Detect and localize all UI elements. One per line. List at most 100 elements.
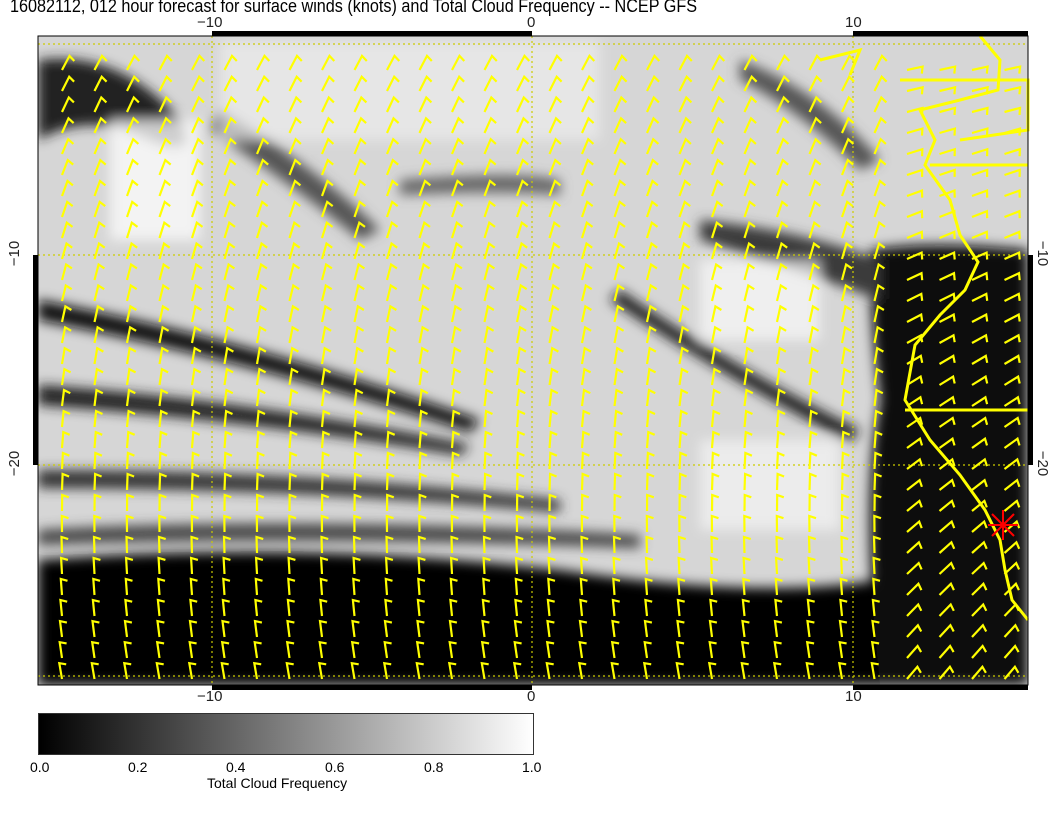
- wind-barb: [938, 540, 956, 554]
- wind-barb: [220, 640, 230, 659]
- wind-barb: [710, 325, 722, 344]
- wind-barb: [256, 74, 270, 92]
- wind-barb: [450, 430, 461, 449]
- wind-barb: [320, 158, 334, 176]
- wind-barb: [353, 74, 368, 92]
- wind-barb: [515, 262, 528, 281]
- wind-barb: [287, 556, 296, 575]
- wind-barb: [158, 325, 170, 344]
- wind-barb: [515, 472, 525, 491]
- wind-barb: [645, 220, 659, 239]
- wind-barb: [678, 241, 691, 260]
- wind-barb: [840, 367, 852, 386]
- wind-barb: [906, 250, 924, 261]
- wind-barb: [320, 367, 332, 386]
- wind-barb: [871, 598, 880, 617]
- wind-barb: [516, 95, 530, 113]
- wind-barb: [741, 598, 750, 617]
- red-star-marker: [988, 510, 1018, 540]
- wind-barb: [580, 262, 593, 281]
- wind-barb: [1003, 354, 1021, 365]
- wind-barb: [418, 137, 432, 155]
- wind-barb: [676, 619, 685, 638]
- wind-barb: [612, 556, 621, 575]
- wind-barb: [385, 514, 394, 533]
- wind-barb: [318, 640, 327, 659]
- wind-barb: [158, 304, 170, 323]
- wind-barb: [775, 367, 787, 386]
- wind-barb: [938, 664, 955, 680]
- wind-barb: [678, 430, 688, 449]
- wind-barb: [710, 388, 721, 407]
- wind-barb: [385, 367, 397, 386]
- wind-barb: [774, 598, 783, 617]
- wind-barb: [678, 200, 691, 218]
- wind-barb: [840, 346, 852, 365]
- wind-barb: [678, 116, 692, 134]
- wind-barb: [353, 262, 366, 281]
- wind-barb: [158, 451, 168, 470]
- wind-barb: [646, 95, 660, 113]
- wind-barb: [60, 200, 74, 218]
- wind-barb: [255, 200, 269, 218]
- wind-barb: [255, 179, 269, 197]
- wind-barb: [939, 250, 956, 261]
- wind-barb: [385, 241, 398, 260]
- wind-barb: [611, 598, 620, 617]
- graticule: [38, 36, 1028, 685]
- wind-barb: [417, 535, 427, 554]
- wind-barb: [645, 367, 657, 386]
- wind-barb: [711, 95, 725, 113]
- wind-barb: [515, 346, 527, 365]
- wind-barb: [1004, 168, 1021, 177]
- wind-barb: [385, 283, 398, 302]
- wind-barb: [156, 598, 165, 617]
- wind-barb: [512, 661, 522, 680]
- wind-barb: [1003, 644, 1020, 659]
- wind-barb: [288, 158, 302, 176]
- bottom-tick-label: −10: [197, 688, 223, 705]
- wind-barb: [808, 304, 820, 323]
- wind-barb: [710, 535, 719, 554]
- wind-barb: [125, 241, 138, 260]
- wind-barb: [840, 220, 854, 239]
- wind-barb: [939, 147, 956, 157]
- wind-barb: [126, 74, 140, 92]
- wind-barb: [1003, 312, 1021, 323]
- wind-barb: [613, 388, 624, 407]
- wind-barb: [906, 602, 923, 617]
- wind-barb: [448, 619, 458, 638]
- wind-barb: [93, 493, 102, 512]
- wind-barb: [873, 54, 888, 71]
- wind-barb: [1003, 457, 1021, 470]
- wind-barb: [288, 388, 299, 407]
- wind-barb: [710, 179, 724, 197]
- wind-barb: [125, 179, 139, 197]
- wind-barb: [288, 220, 301, 239]
- wind-barb: [613, 116, 627, 134]
- wind-barb: [808, 158, 822, 176]
- wind-barb: [775, 283, 788, 302]
- wind-barb: [710, 451, 720, 470]
- wind-barb: [60, 179, 74, 197]
- wind-barb: [319, 577, 328, 596]
- wind-barb: [548, 74, 563, 92]
- wind-barb: [906, 457, 924, 470]
- wind-barb: [548, 262, 561, 281]
- wind-barb: [158, 137, 172, 155]
- wind-barb: [418, 325, 430, 344]
- wind-barb: [190, 304, 202, 323]
- wind-barb: [971, 292, 989, 302]
- wind-barb: [450, 493, 460, 512]
- wind-barb: [906, 189, 924, 198]
- wind-barb: [450, 241, 463, 260]
- wind-barb: [155, 661, 164, 680]
- wind-barb: [483, 514, 492, 533]
- wind-barb: [775, 388, 786, 407]
- wind-barb: [613, 179, 627, 197]
- wind-barb: [710, 304, 722, 323]
- wind-barb: [678, 220, 691, 239]
- wind-barb: [645, 262, 658, 281]
- wind-barb: [252, 661, 262, 680]
- wind-barb: [741, 619, 750, 638]
